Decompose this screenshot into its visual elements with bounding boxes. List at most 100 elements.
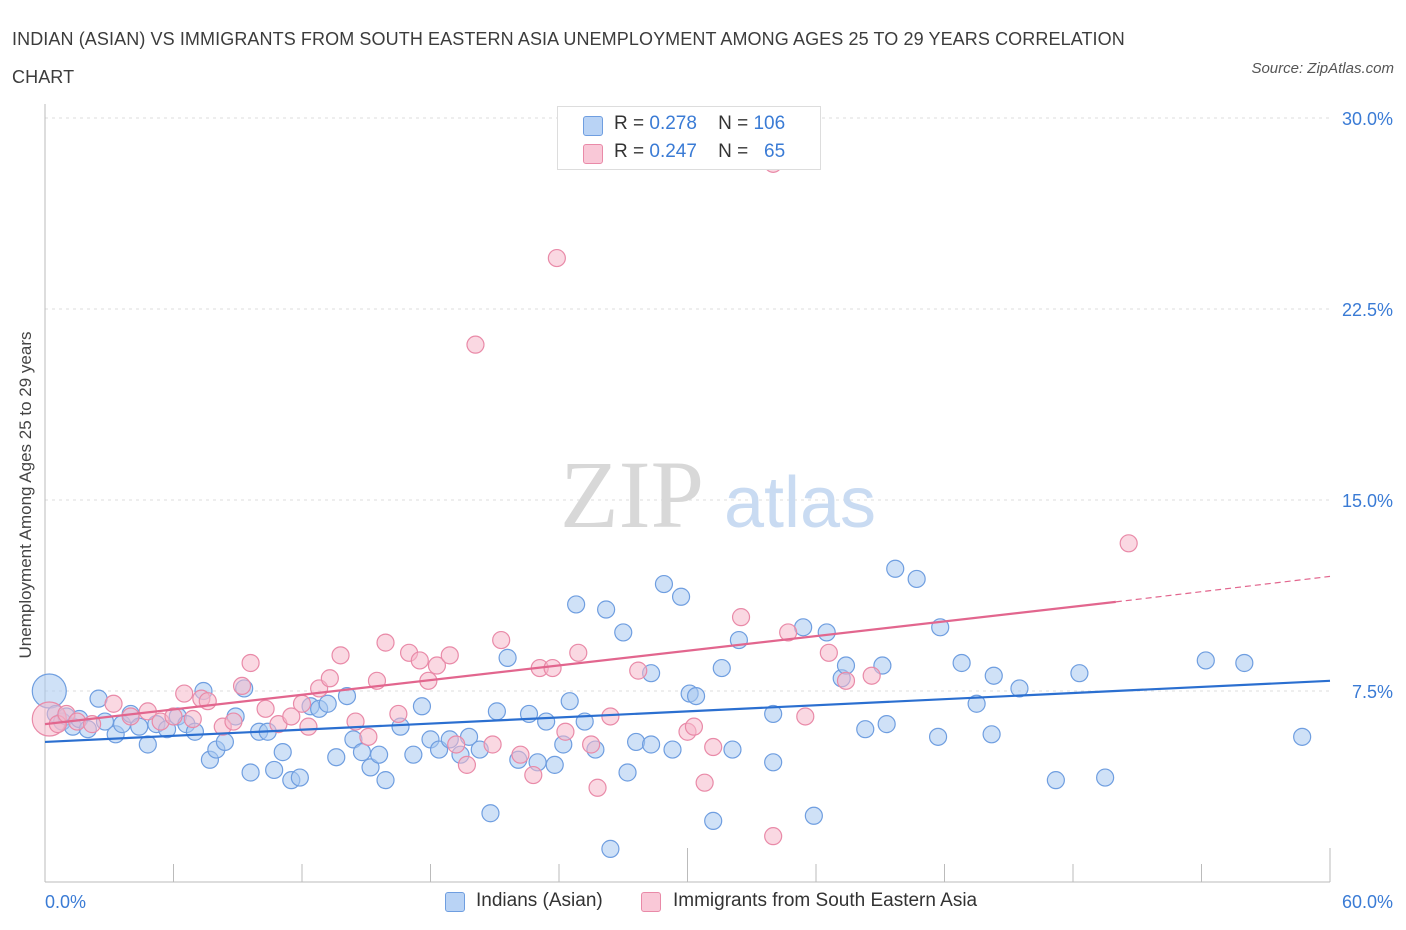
legend-swatch-pink	[641, 892, 661, 912]
gridlines	[45, 117, 1330, 692]
data-point	[695, 773, 714, 792]
data-point	[836, 671, 856, 690]
data-point	[588, 778, 607, 797]
legend-label-immigrants: Immigrants from South Eastern Asia	[673, 890, 978, 911]
data-point	[292, 694, 312, 713]
data-point	[511, 745, 530, 764]
data-point	[282, 707, 301, 726]
legend-n-label: N =	[718, 113, 749, 134]
data-point	[376, 771, 395, 790]
data-point	[984, 666, 1003, 685]
legend-n-label: N =	[718, 141, 749, 162]
data-point	[952, 653, 971, 673]
data-point	[175, 684, 194, 703]
data-point	[487, 702, 506, 721]
data-point	[224, 712, 243, 731]
data-point	[582, 735, 601, 754]
data-point	[427, 656, 447, 675]
data-point	[1196, 651, 1215, 670]
data-point	[877, 715, 896, 734]
tick-labels: 7.5% 15.0% 22.5% 30.0% 0.0% 60.0%	[45, 109, 1393, 912]
data-point	[1235, 653, 1254, 673]
trend-lines	[44, 575, 1331, 744]
legend-swatch-blue	[583, 116, 603, 136]
legend-r-label: R =	[614, 141, 645, 162]
data-point	[481, 804, 500, 823]
data-point	[601, 707, 620, 726]
data-point	[290, 768, 309, 787]
data-point	[256, 699, 275, 718]
data-point	[686, 686, 706, 706]
legend-swatch-blue	[445, 892, 465, 912]
y-tick-label: 15.0%	[1342, 491, 1393, 511]
data-point	[731, 608, 751, 627]
data-point	[138, 735, 157, 754]
trend-line-indians	[44, 679, 1331, 744]
data-point	[1010, 679, 1029, 698]
data-point	[626, 732, 646, 752]
source-credit: Source: ZipAtlas.com	[1251, 60, 1394, 77]
data-point	[215, 732, 234, 752]
data-point	[483, 735, 502, 754]
data-point	[856, 720, 875, 739]
data-point	[232, 676, 252, 696]
data-point	[331, 646, 350, 665]
data-point	[654, 574, 674, 594]
data-point	[597, 600, 616, 619]
data-point	[412, 697, 432, 716]
data-point	[982, 725, 1001, 744]
data-point	[404, 745, 423, 764]
data-point	[524, 765, 543, 785]
data-point	[796, 707, 815, 726]
data-point	[601, 839, 620, 858]
data-point	[241, 653, 260, 673]
data-point	[928, 727, 948, 746]
data-point	[104, 694, 123, 713]
data-point	[618, 763, 637, 782]
data-point	[327, 748, 346, 767]
data-point	[779, 623, 798, 642]
legend-r-value: 0.278	[649, 113, 697, 134]
data-point	[121, 707, 140, 726]
data-point	[466, 335, 485, 354]
axes	[44, 104, 1331, 883]
data-point	[641, 735, 661, 754]
watermark: ZIP atlas	[560, 441, 876, 548]
data-point	[537, 712, 556, 731]
data-point	[352, 743, 372, 762]
data-point	[663, 740, 682, 759]
data-point	[886, 559, 905, 578]
data-point	[704, 811, 723, 830]
data-point	[545, 755, 564, 774]
watermark-zip: ZIP	[560, 441, 704, 548]
data-point	[704, 737, 723, 757]
data-point	[804, 806, 823, 825]
data-point	[1293, 727, 1312, 746]
trend-line-immigrants	[44, 600, 1116, 726]
data-point	[556, 722, 575, 741]
data-point	[346, 712, 365, 731]
data-point	[1046, 771, 1065, 790]
data-point	[614, 623, 633, 642]
watermark-atlas: atlas	[724, 463, 876, 543]
data-point	[447, 735, 466, 754]
data-point	[764, 704, 783, 724]
y-tick-label: 7.5%	[1352, 682, 1393, 702]
data-point	[241, 763, 260, 782]
data-point	[337, 686, 357, 706]
data-point	[1096, 768, 1115, 787]
data-point	[265, 760, 284, 780]
data-point	[492, 630, 511, 650]
series-indians-asian	[31, 559, 1312, 858]
data-point	[389, 704, 408, 724]
legend-label-indians: Indians (Asian)	[476, 890, 603, 911]
data-point	[629, 661, 648, 680]
data-point	[862, 666, 881, 685]
x-tick-label: 0.0%	[45, 892, 86, 912]
data-point	[764, 753, 783, 772]
data-point	[1070, 664, 1089, 683]
data-point	[907, 569, 926, 589]
legend-r-label: R =	[614, 113, 645, 134]
data-point	[712, 658, 731, 678]
